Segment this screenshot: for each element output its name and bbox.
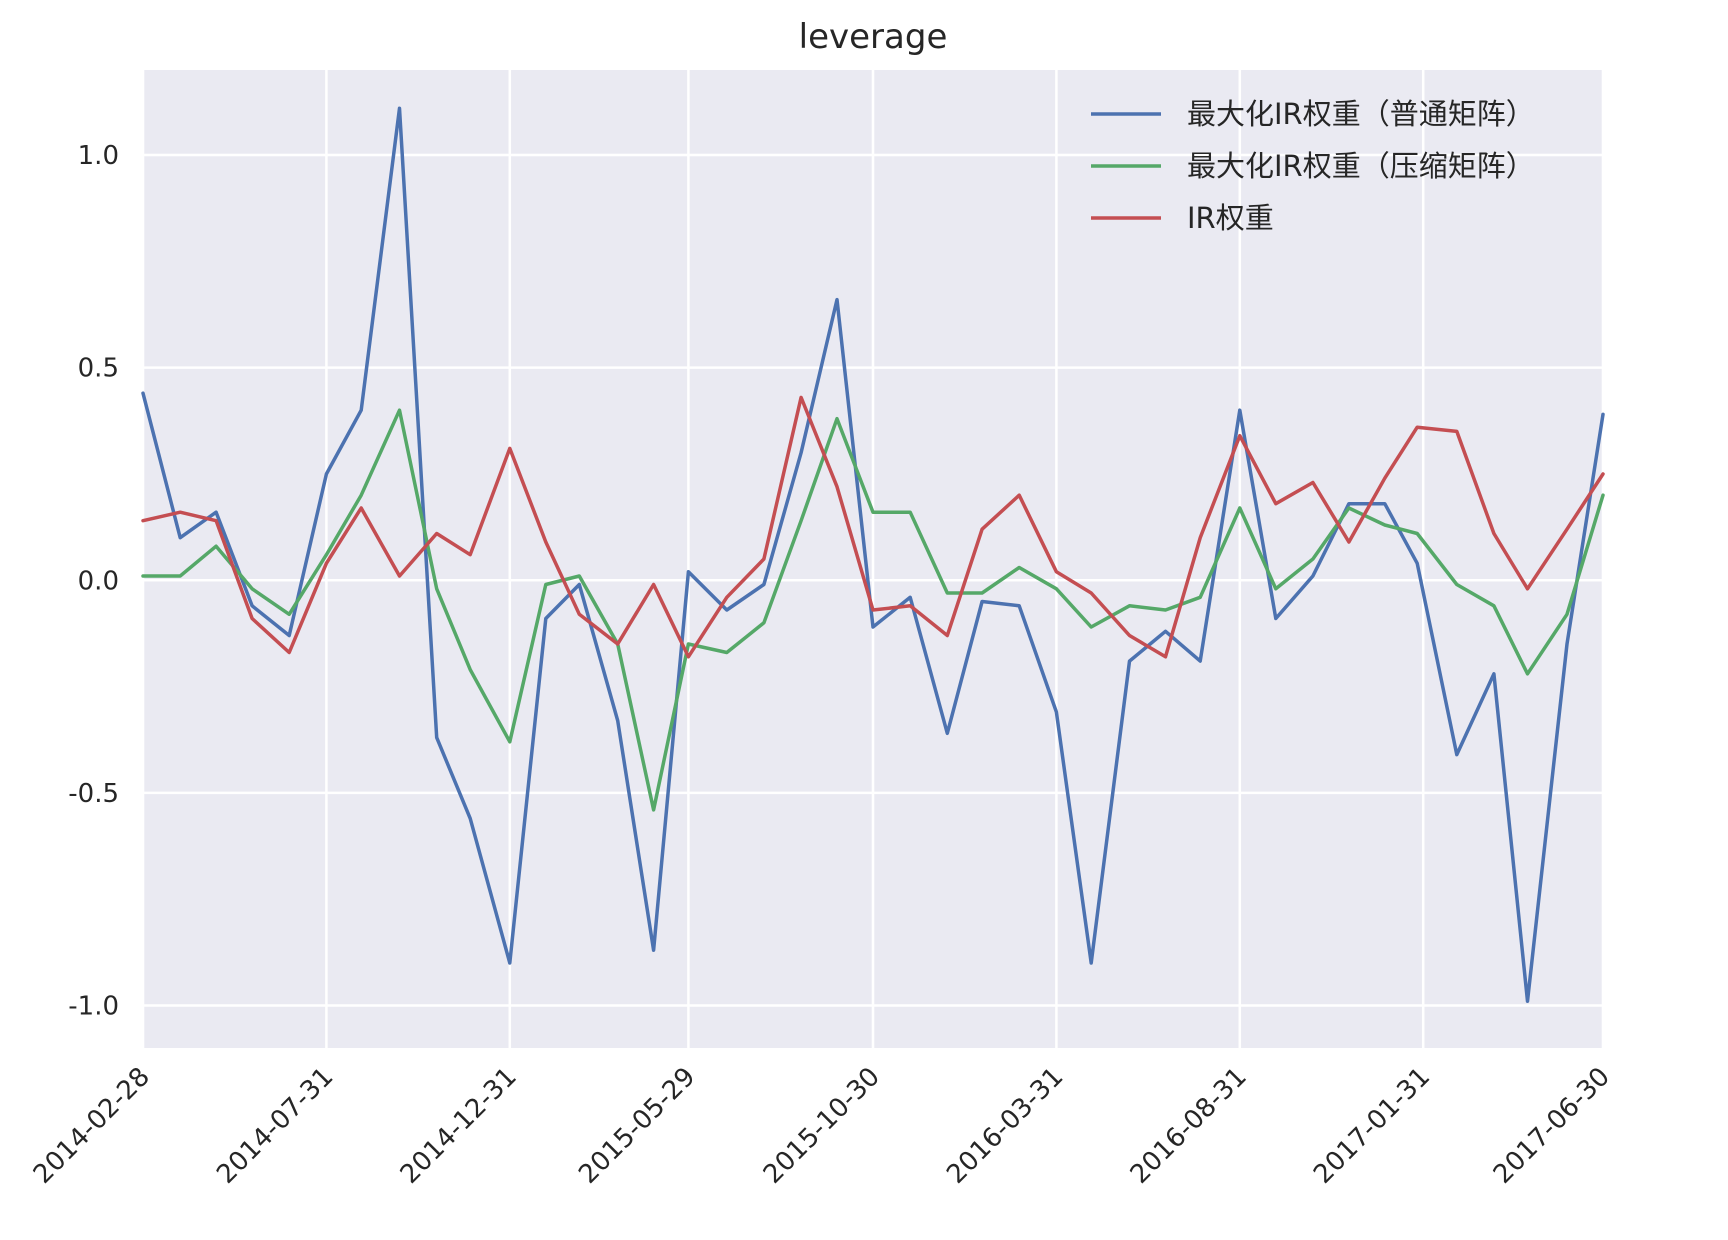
x-tick-label: 2016-03-31 [941,1062,1069,1190]
series-line-2 [141,408,1605,812]
x-tick-label: 2014-02-28 [28,1062,156,1190]
legend: 最大化IR权重（普通矩阵） 最大化IR权重（压缩矩阵） IR权重 [1091,97,1535,235]
x-tick-label: 2015-10-30 [758,1062,886,1190]
y-tick-label: 1.0 [78,141,119,171]
legend-label: IR权重 [1187,201,1274,235]
y-tick-label: -1.0 [68,991,119,1021]
grid-lines [141,70,1605,1048]
series-lines [141,106,1605,1003]
x-tick-label: 2016-08-31 [1125,1062,1253,1190]
x-axis-ticks: 2014-02-28 2014-07-31 2014-12-31 2015-05-29… [28,1062,1616,1190]
y-tick-label: -0.5 [68,779,119,809]
y-axis-ticks: 1.0 0.5 0.0 -0.5 -1.0 [68,141,119,1021]
y-tick-label: 0.0 [78,566,119,596]
series-line-3 [141,395,1605,659]
x-tick-label: 2017-06-30 [1488,1062,1616,1190]
x-tick-label: 2014-12-31 [395,1062,523,1190]
y-tick-label: 0.5 [78,354,119,384]
chart-title: leverage [799,17,948,57]
x-tick-label: 2014-07-31 [211,1062,339,1190]
series-line-1 [141,106,1605,1003]
legend-label: 最大化IR权重（压缩矩阵） [1187,149,1535,183]
x-tick-label: 2017-01-31 [1308,1062,1436,1190]
legend-label: 最大化IR权重（普通矩阵） [1187,97,1535,131]
x-tick-label: 2015-05-29 [573,1062,701,1190]
